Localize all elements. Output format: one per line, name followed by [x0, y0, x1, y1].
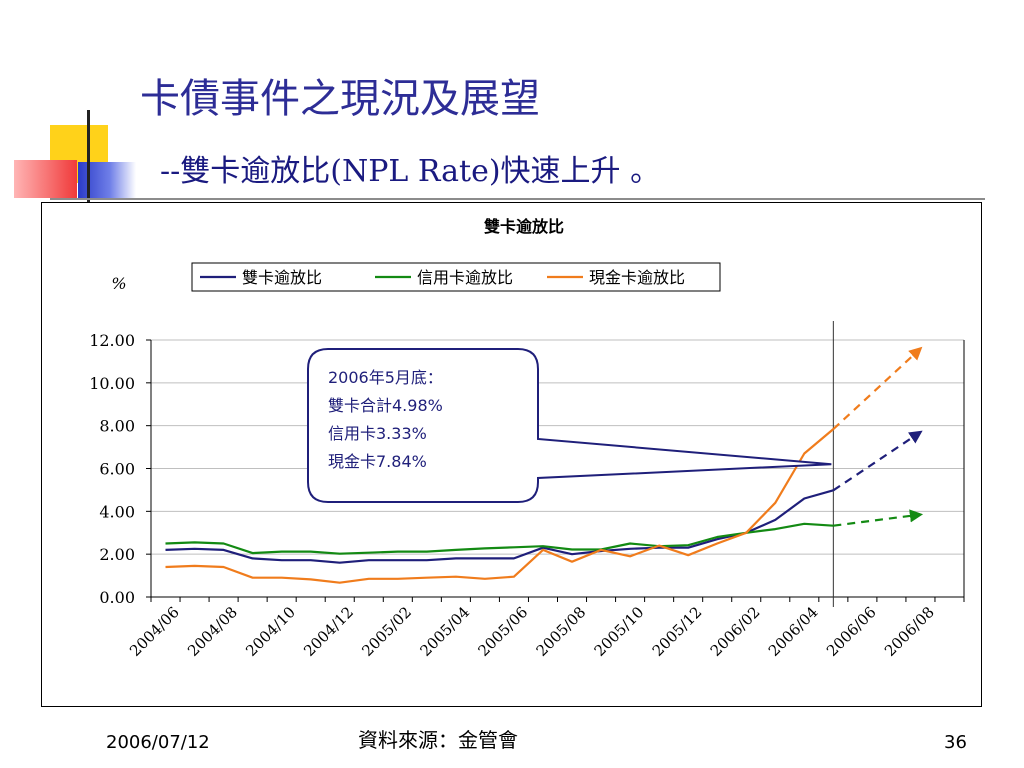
deco-vertical-rule — [87, 110, 90, 202]
footer-source: 資料來源：金管會 — [358, 728, 518, 752]
legend-box — [191, 262, 721, 292]
callout-line: 現金卡7.84% — [328, 452, 427, 471]
callout-box — [307, 348, 832, 503]
projection-arrow — [832, 430, 923, 492]
x-tick-label: 2004/06 — [126, 603, 183, 660]
title-divider — [50, 198, 985, 200]
x-tick-label: 2005/06 — [474, 603, 531, 660]
y-tick-label: 4.00 — [99, 502, 135, 521]
y-tick-label: 0.00 — [99, 588, 135, 607]
chart-legend: 雙卡逾放比 信用卡逾放比 現金卡逾放比 — [191, 262, 721, 292]
x-tick-label: 2004/08 — [184, 603, 241, 660]
y-tick-label: 10.00 — [89, 374, 135, 393]
footer-date: 2006/07/12 — [106, 732, 210, 753]
chart-frame: 雙卡逾放比 % 雙卡逾放比 信用卡逾放比 現金卡逾放比 0.00 2.00 4.00 6.… — [41, 202, 982, 707]
chart-series — [165, 346, 924, 584]
x-tick-label: 2005/12 — [649, 603, 706, 660]
projection-arrow — [833, 509, 924, 527]
slide-title: 卡債事件之現況及展望 — [140, 76, 540, 122]
y-axis-ticks: 0.00 2.00 4.00 6.00 8.00 10.00 12.00 — [89, 331, 151, 607]
y-tick-label: 12.00 — [89, 331, 135, 350]
series-line — [165, 522, 834, 555]
x-tick-label: 2004/10 — [242, 603, 299, 660]
chart-title: 雙卡逾放比 — [484, 217, 564, 236]
x-tick-label: 2006/06 — [823, 603, 880, 660]
legend-label: 信用卡逾放比 — [417, 268, 513, 287]
npl-rate-chart: 雙卡逾放比 % 雙卡逾放比 信用卡逾放比 現金卡逾放比 0.002.004.006.… — [89, 217, 965, 660]
x-tick-label: 2006/04 — [765, 603, 822, 660]
x-tick-label: 2005/08 — [533, 603, 590, 660]
x-tick-label: 2005/10 — [591, 603, 648, 660]
callout-line: 雙卡合計4.98% — [328, 396, 443, 415]
x-tick-label: 2004/12 — [300, 603, 357, 660]
chart-gridlines — [151, 339, 964, 555]
legend-label: 雙卡逾放比 — [242, 268, 322, 287]
projection-arrow — [832, 346, 923, 430]
slide-subtitle: --雙卡逾放比(NPL Rate)快速上升 。 — [160, 154, 661, 189]
series-line — [165, 428, 835, 584]
x-tick-label: 2005/02 — [358, 603, 415, 660]
x-tick-label: 2006/08 — [881, 603, 938, 660]
page-number: 36 — [944, 732, 967, 753]
x-tick-label: 2006/02 — [707, 603, 764, 660]
callout-line: 2006年5月底： — [328, 368, 443, 387]
deco-red-square — [14, 160, 77, 198]
y-axis-unit: % — [111, 274, 126, 293]
x-tick-label: 2005/04 — [416, 603, 473, 660]
series-line — [165, 489, 834, 564]
callout-line: 信用卡3.33% — [328, 424, 427, 443]
y-tick-label: 6.00 — [99, 460, 135, 479]
y-tick-label: 8.00 — [99, 417, 135, 436]
legend-label: 現金卡逾放比 — [589, 268, 685, 287]
x-axis-ticks: 2004/06 2004/08 2004/10 2004/12 2005/02 2005/… — [126, 597, 965, 660]
y-tick-label: 2.00 — [99, 545, 135, 564]
data-callout: 2006年5月底： 雙卡合計4.98% 信用卡3.33% 現金卡7.84% — [307, 348, 832, 503]
